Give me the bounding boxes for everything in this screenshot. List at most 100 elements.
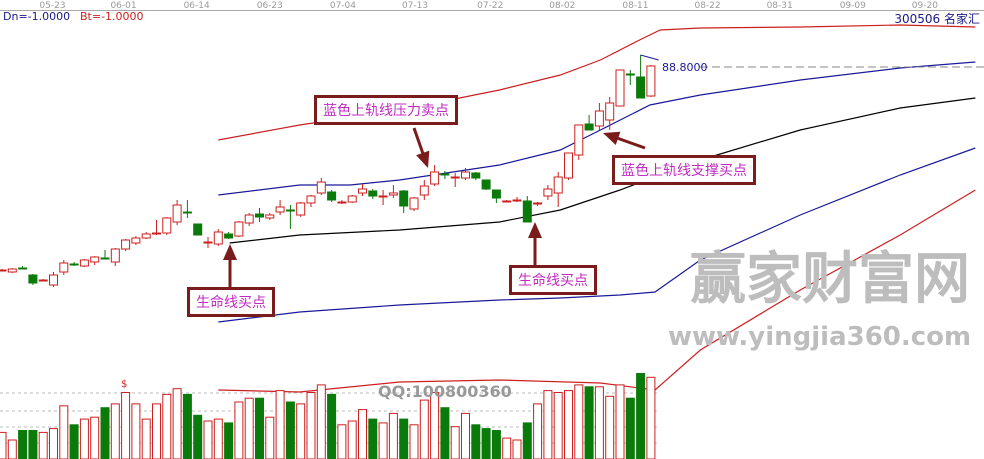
candles — [0, 55, 656, 287]
candle-body — [162, 217, 172, 234]
volume-bar — [481, 428, 491, 459]
volume-bar — [234, 401, 244, 459]
volume-bar — [368, 418, 378, 459]
volume-bar — [491, 430, 501, 459]
x-axis-ticks: 05-23 06-01 06-14 06-23 07-04 07-13 07-22 08-02… — [39, 1, 938, 11]
candle-body — [605, 102, 615, 121]
volume-bar — [203, 420, 213, 459]
volume-bar — [358, 409, 367, 459]
volume-bar — [399, 418, 409, 459]
candle-body — [481, 179, 491, 190]
high-marker: 88.8000 — [640, 54, 984, 74]
volume-bar — [306, 392, 316, 459]
volume-bar — [553, 392, 563, 459]
volume-bar — [285, 401, 295, 459]
candle-body — [533, 202, 543, 205]
volume-bar — [471, 424, 481, 459]
candle-body — [0, 269, 7, 272]
volume-bar — [337, 424, 347, 459]
volume-bar — [533, 403, 543, 459]
volume-bar — [255, 397, 264, 459]
volume-bar — [7, 439, 17, 459]
high-pointer — [640, 54, 659, 61]
volume-bar — [49, 428, 58, 459]
candle-body — [49, 274, 58, 286]
candle-body — [502, 200, 512, 203]
annotation-arrows — [223, 127, 646, 287]
x-tick-label: 06-23 — [257, 1, 283, 11]
x-tick-label: 08-02 — [549, 1, 575, 11]
candle-body — [543, 188, 553, 197]
volume-bar — [172, 388, 182, 459]
candle-body — [203, 241, 213, 244]
candle-body — [100, 257, 110, 260]
x-tick-label: 08-31 — [767, 1, 793, 11]
volume-bar — [388, 412, 398, 459]
candle-body — [512, 199, 522, 202]
candle-body — [553, 176, 563, 194]
candle-body — [265, 214, 275, 219]
x-tick-label: 09-20 — [912, 1, 938, 11]
volume-bar — [152, 403, 161, 459]
arrow-head-icon — [528, 222, 542, 238]
band-line — [218, 189, 976, 393]
volume-bar — [378, 422, 388, 459]
x-tick-label: 05-23 — [39, 1, 65, 11]
volume-bar — [522, 422, 532, 459]
arrow-head-icon — [416, 150, 430, 168]
volume-bar — [79, 418, 89, 459]
watermark-url: www.yingjia360.com — [668, 322, 972, 352]
volume-bar — [646, 376, 656, 459]
candle-body — [574, 124, 584, 156]
volume-bar — [543, 390, 553, 459]
candle-body — [378, 195, 388, 198]
candle-body — [69, 263, 79, 266]
volume-bar — [28, 430, 38, 459]
band-line — [229, 97, 976, 244]
volume-bar — [615, 384, 625, 459]
annotation-upper-band-support-buy: 蓝色上轨线支撑买点 — [612, 155, 756, 185]
volume-bar — [347, 420, 357, 459]
x-tick-label: 07-04 — [330, 1, 356, 11]
volume-bar — [584, 386, 594, 459]
volume-bar — [574, 384, 584, 459]
watermark-qq: QQ:100800360 — [378, 382, 512, 401]
candle-body — [347, 195, 357, 203]
annotation-lifeline-buy-1: 生命线买点 — [187, 287, 275, 317]
band-lines — [218, 24, 976, 393]
x-tick-label: 07-13 — [402, 1, 428, 11]
candle-body — [121, 239, 131, 250]
candle-body — [28, 274, 38, 284]
candle-body — [461, 171, 470, 179]
volume-bar — [244, 397, 254, 459]
x-tick-label: 08-11 — [622, 1, 648, 11]
candle-body — [327, 191, 337, 201]
candle-body — [440, 173, 450, 176]
candle-body — [141, 233, 151, 239]
volume-bar — [141, 418, 151, 459]
volume-bar — [605, 395, 615, 459]
x-tick-label: 07-22 — [477, 1, 503, 11]
volume-bar — [461, 412, 470, 459]
arrow-head-icon — [223, 244, 237, 260]
candle-body — [471, 172, 481, 179]
candle-body — [399, 190, 409, 207]
volume-bar — [69, 424, 79, 459]
candle-body — [7, 268, 17, 273]
volume-bar — [265, 416, 275, 459]
volume-bar — [419, 399, 429, 459]
high-value-label: 88.8000 — [662, 61, 708, 74]
candle-body — [255, 213, 264, 218]
volume-bar — [296, 403, 306, 459]
candle-body — [430, 171, 440, 185]
arrow-head-icon — [603, 131, 621, 145]
candle-body — [625, 73, 635, 76]
volume-bar — [450, 426, 460, 459]
volume-bar — [38, 431, 48, 459]
candle-body — [388, 192, 398, 196]
volume-bar — [502, 437, 512, 459]
x-tick-label: 06-14 — [184, 1, 210, 11]
candle-body — [564, 152, 573, 179]
candle-body — [213, 231, 223, 245]
